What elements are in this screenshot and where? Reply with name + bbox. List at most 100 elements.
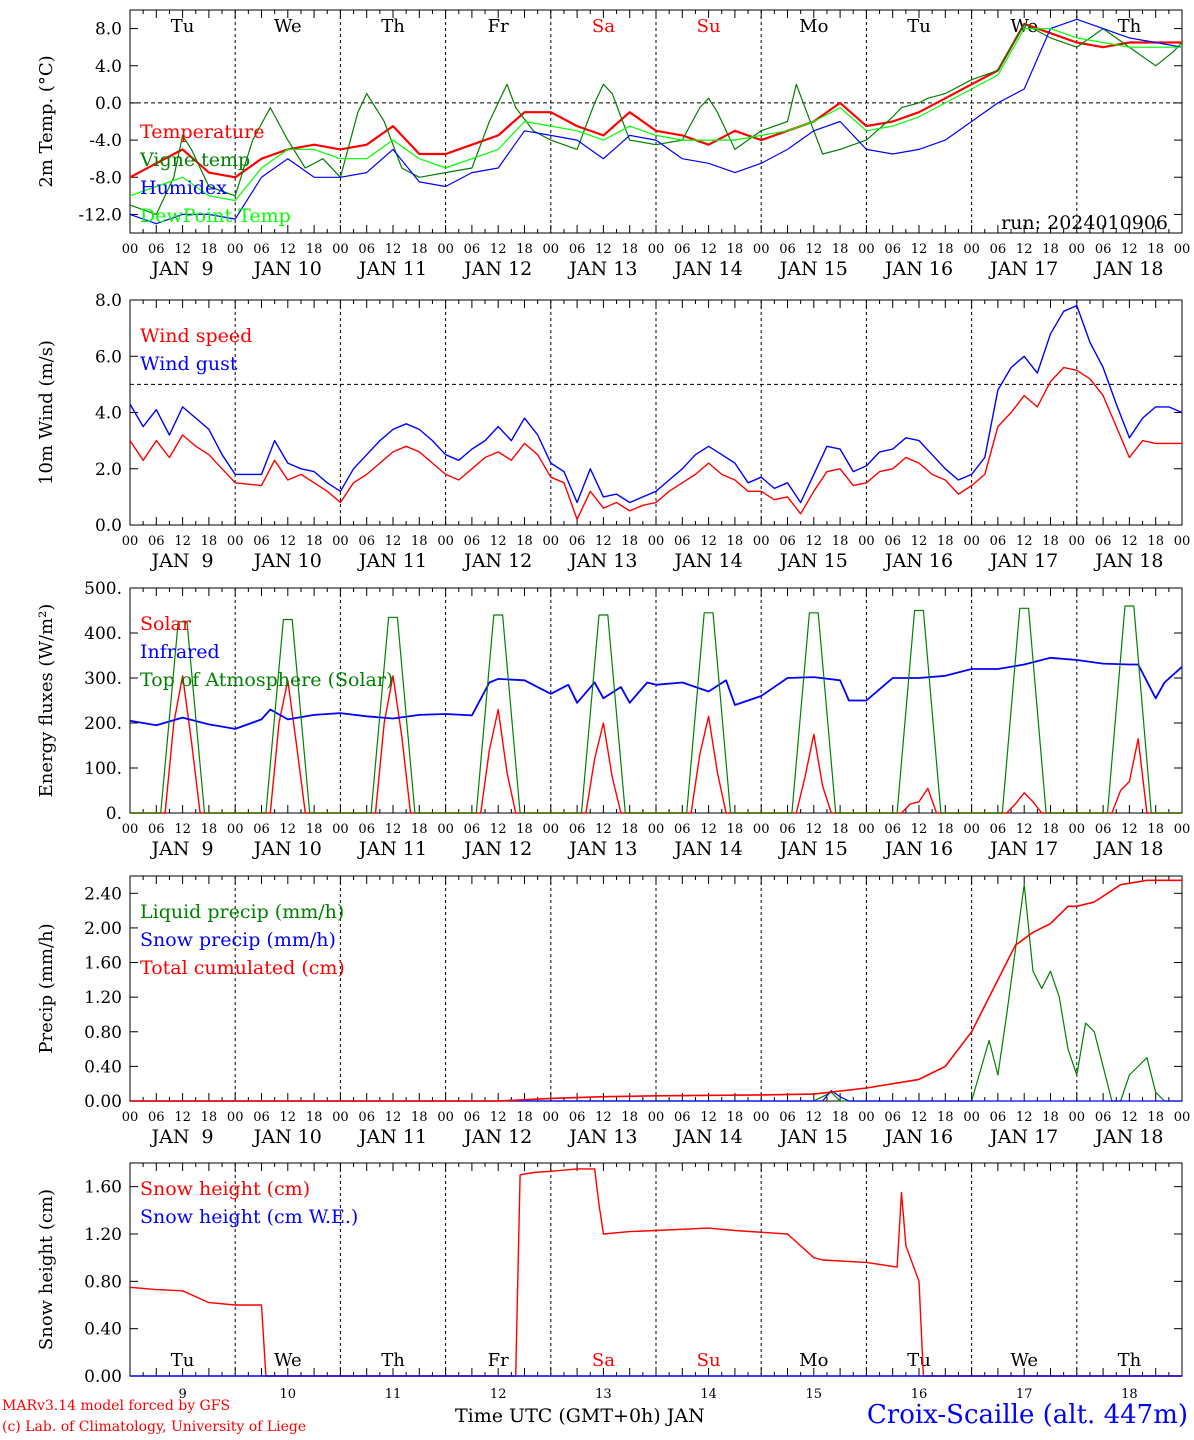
hour-tick-label: 18 [621, 822, 638, 837]
hour-tick-label: 18 [516, 822, 533, 837]
date-label: JAN 15 [778, 1126, 848, 1148]
date-label: JAN 15 [778, 258, 848, 280]
date-label: JAN 13 [567, 258, 637, 280]
day-name-label: Fr [488, 16, 509, 37]
hour-tick-label: 00 [543, 822, 560, 837]
y-tick-label: 0.40 [84, 1320, 122, 1340]
hour-tick-label: 18 [201, 1110, 218, 1125]
day-name-label: Tu [907, 1350, 931, 1371]
day-name-label: Tu [171, 16, 195, 37]
hour-tick-label: 06 [990, 1110, 1007, 1125]
hour-tick-label: 12 [1121, 822, 1138, 837]
y-tick-label: 2.00 [84, 919, 122, 939]
hour-tick-label: 00 [963, 1110, 980, 1125]
hour-tick-label: 00 [227, 242, 244, 257]
legend-entry: DewPoint Temp [140, 205, 291, 227]
y-tick-label: 4.0 [95, 57, 122, 77]
hour-tick-label: 12 [806, 822, 823, 837]
day-number-label: 9 [178, 1387, 186, 1402]
hour-tick-label: 12 [385, 1110, 402, 1125]
day-name-label: Su [697, 1350, 721, 1371]
date-label: JAN 15 [778, 550, 848, 572]
hour-tick-label: 00 [332, 242, 349, 257]
day-name-label: Fr [488, 1350, 509, 1371]
hour-tick-label: 06 [253, 534, 270, 549]
hour-tick-label: 18 [621, 534, 638, 549]
hour-tick-label: 00 [753, 242, 770, 257]
y-tick-label: 0.0 [95, 94, 122, 114]
hour-tick-label: 12 [174, 534, 191, 549]
hour-tick-label: 00 [332, 822, 349, 837]
date-label: JAN 12 [462, 550, 532, 572]
hour-tick-label: 06 [674, 1110, 691, 1125]
y-tick-label: 6.0 [95, 347, 122, 367]
date-label: JAN 16 [883, 1126, 953, 1148]
hour-tick-label: 18 [306, 822, 323, 837]
date-label: JAN 15 [778, 838, 848, 860]
hour-tick-label: 06 [464, 534, 481, 549]
hour-tick-label: 18 [727, 1110, 744, 1125]
hour-tick-label: 00 [332, 534, 349, 549]
hour-tick-label: 18 [306, 242, 323, 257]
hour-tick-label: 12 [1016, 1110, 1033, 1125]
y-axis-label: Precip (mm/h) [36, 923, 57, 1053]
legend-entry: Wind speed [140, 325, 252, 347]
date-label: JAN 10 [252, 550, 322, 572]
date-label: JAN 17 [988, 550, 1058, 572]
hour-tick-label: 18 [306, 1110, 323, 1125]
hour-tick-label: 12 [1121, 534, 1138, 549]
hour-tick-label: 06 [148, 534, 165, 549]
hour-tick-label: 18 [1042, 1110, 1059, 1125]
day-name-label: Mo [799, 1350, 828, 1371]
hour-tick-label: 00 [858, 534, 875, 549]
hour-tick-label: 18 [411, 1110, 428, 1125]
hour-tick-label: 00 [437, 242, 454, 257]
hour-tick-label: 00 [543, 1110, 560, 1125]
hour-tick-label: 00 [227, 534, 244, 549]
legend-entry: Wind gust [140, 353, 238, 375]
hour-tick-label: 06 [569, 534, 586, 549]
date-label: JAN 9 [150, 550, 214, 572]
hour-tick-label: 06 [464, 242, 481, 257]
legend-entry: Temperature [140, 121, 264, 143]
hour-tick-label: 12 [806, 242, 823, 257]
hour-tick-label: 06 [253, 1110, 270, 1125]
hour-tick-label: 18 [411, 822, 428, 837]
hour-tick-label: 18 [1147, 534, 1164, 549]
hour-tick-label: 00 [1174, 534, 1191, 549]
hour-tick-label: 06 [884, 1110, 901, 1125]
hour-tick-label: 18 [411, 534, 428, 549]
hour-tick-label: 12 [911, 822, 928, 837]
hour-tick-label: 18 [832, 534, 849, 549]
hour-tick-label: 18 [201, 242, 218, 257]
hour-tick-label: 06 [358, 1110, 375, 1125]
hour-tick-label: 00 [963, 534, 980, 549]
date-label: JAN 14 [673, 258, 743, 280]
hour-tick-label: 18 [516, 1110, 533, 1125]
hour-tick-label: 18 [832, 822, 849, 837]
hour-tick-label: 06 [253, 242, 270, 257]
run-label: run: 2024010906 [1001, 212, 1168, 234]
date-label: JAN 10 [252, 258, 322, 280]
day-name-label: Th [1118, 1350, 1142, 1371]
day-name-label: Tu [171, 1350, 195, 1371]
hour-tick-label: 00 [227, 1110, 244, 1125]
hour-tick-label: 12 [700, 1110, 717, 1125]
legend-entry: Solar [140, 613, 192, 635]
hour-tick-label: 00 [1069, 1110, 1086, 1125]
hour-tick-label: 18 [516, 242, 533, 257]
hour-tick-label: 06 [358, 534, 375, 549]
legend-entry: Top of Atmosphere (Solar) [140, 669, 393, 691]
hour-tick-label: 00 [648, 534, 665, 549]
hour-tick-label: 18 [727, 534, 744, 549]
date-label: JAN 17 [988, 1126, 1058, 1148]
hour-tick-label: 12 [911, 242, 928, 257]
legend-entry: Infrared [140, 641, 220, 663]
hour-tick-label: 06 [990, 534, 1007, 549]
y-tick-label: 8.0 [95, 20, 122, 40]
series-line [129, 28, 1182, 202]
hour-tick-label: 00 [437, 534, 454, 549]
y-tick-label: 1.60 [84, 1178, 122, 1198]
hour-tick-label: 06 [569, 1110, 586, 1125]
day-name-label: Th [1118, 16, 1142, 37]
